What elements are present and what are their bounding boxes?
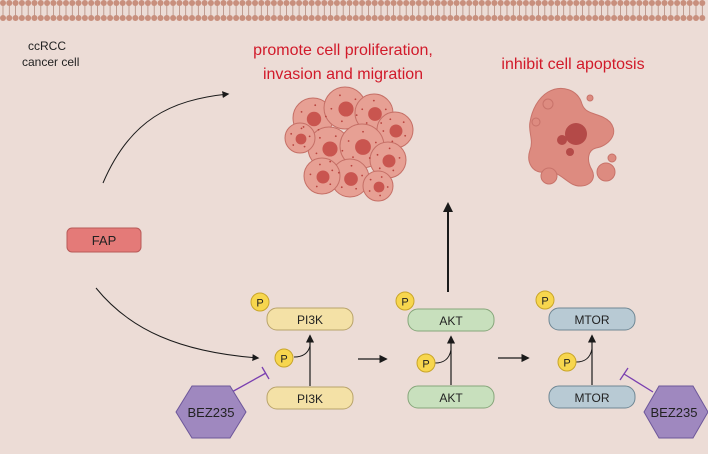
bez235-right-label: BEZ235 [651,405,698,420]
cell-label-line1: ccRCC [28,39,66,53]
outcome-apoptosis: inhibit cell apoptosis [501,56,644,73]
svg-text:P: P [563,358,570,370]
phospho-akt-input: P [416,353,436,373]
phospho-akt-active: P [395,291,415,311]
bez235-mtor-inhibition-line [623,373,654,393]
mtor-inactive-label: MTOR [574,391,609,405]
fap-label: FAP [92,233,117,248]
mtor-inactive-box [548,385,636,409]
pi3k-active-box [266,307,354,331]
cell-label-line2: cancer cell [22,55,79,69]
svg-text:P: P [541,296,548,308]
bez235-left-hexagon [175,385,247,439]
svg-text:P: P [401,297,408,309]
proliferating-cell-cluster [284,86,414,202]
bez235-pi3k-inhibition-line [229,372,267,394]
phospho-pi3k-active: P [250,292,270,312]
akt-active-box [407,308,495,332]
akt-active-label: AKT [439,314,463,328]
bez235-left-label: BEZ235 [188,405,235,420]
fap-box [66,227,142,253]
mtor-active-label: MTOR [574,313,609,327]
phospho-mtor-input: P [557,352,577,372]
fap-to-pi3k-arrow [95,287,260,362]
akt-inactive-box [407,385,495,409]
cell-membrane [0,0,706,21]
mtor-active-box [548,307,636,331]
pi3k-inactive-box [266,386,354,410]
akt-inactive-label: AKT [439,391,463,405]
outcome-proliferation-line1: promote cell proliferation, [253,42,433,59]
bez235-right-hexagon [643,385,708,439]
svg-text:P: P [422,359,429,371]
svg-text:P: P [280,354,287,366]
pi3k-inactive-label: PI3K [297,392,323,406]
apoptotic-cell [528,88,617,187]
phospho-pi3k-input: P [274,348,294,368]
fap-to-proliferation-arrow [102,91,230,184]
outcome-proliferation-line2: invasion and migration [263,66,423,83]
svg-text:P: P [256,298,263,310]
pi3k-active-label: PI3K [297,313,323,327]
phospho-mtor-active: P [535,290,555,310]
